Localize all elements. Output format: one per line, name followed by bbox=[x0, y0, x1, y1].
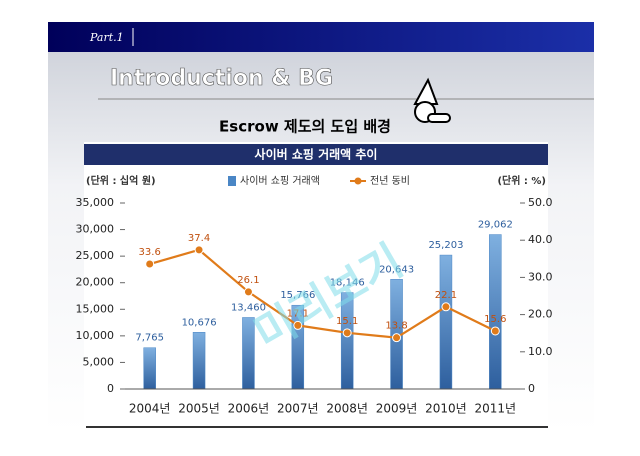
bar-value-label: 15,766 bbox=[280, 290, 315, 301]
x-tick-label: 2006년 bbox=[228, 402, 270, 416]
line-value-label: 22.1 bbox=[435, 290, 457, 301]
line-value-label: 17.1 bbox=[287, 308, 309, 319]
y-axis-label: (단위 : 십억 원) bbox=[86, 174, 156, 187]
y-tick-label: 35,000 bbox=[76, 196, 115, 209]
y2-axis-label: (단위 : %) bbox=[497, 174, 546, 187]
bar-value-label: 7,765 bbox=[135, 333, 164, 344]
line bbox=[149, 248, 496, 339]
bar-value-label: 10,676 bbox=[182, 317, 217, 328]
bar-value-label: 25,203 bbox=[428, 240, 463, 251]
y2-tick-label: 30.0 bbox=[528, 270, 553, 283]
y2-tick-label: 10.0 bbox=[528, 345, 553, 358]
y-tick-label: 10,000 bbox=[76, 329, 115, 342]
y-tick-label: 0 bbox=[107, 382, 114, 395]
x-tick-label: 2008년 bbox=[326, 402, 368, 416]
bar bbox=[143, 347, 156, 390]
y2-tick-label: 0 bbox=[528, 382, 535, 395]
line-point bbox=[342, 328, 352, 338]
x-tick-label: 2005년 bbox=[178, 402, 220, 416]
line-point bbox=[194, 245, 204, 255]
bar-value-label: 20,643 bbox=[379, 264, 414, 275]
x-tick-label: 2010년 bbox=[425, 402, 467, 416]
line-value-label: 15.1 bbox=[336, 316, 358, 327]
y-tick-label: 5,000 bbox=[83, 355, 115, 368]
line-value-label: 37.4 bbox=[188, 233, 210, 244]
y-tick-label: 15,000 bbox=[76, 302, 115, 315]
bar-value-label: 13,460 bbox=[231, 302, 266, 313]
line-point bbox=[293, 320, 303, 330]
legend-swatch bbox=[228, 176, 236, 186]
line-point bbox=[145, 259, 155, 269]
legend-label: 전년 동비 bbox=[370, 175, 410, 187]
x-tick-label: 2004년 bbox=[129, 402, 171, 416]
line-point bbox=[243, 287, 253, 297]
line-value-label: 26.1 bbox=[237, 275, 259, 286]
line-value-label: 13.8 bbox=[385, 321, 407, 332]
x-tick-label: 2011년 bbox=[475, 402, 517, 416]
header-bar bbox=[48, 22, 594, 52]
bar-value-label: 29,062 bbox=[478, 220, 513, 231]
bar-value-label: 18,146 bbox=[330, 278, 365, 289]
legend-swatch bbox=[354, 177, 362, 185]
x-tick-label: 2009년 bbox=[376, 402, 418, 416]
legend-label: 사이버 쇼핑 거래액 bbox=[240, 175, 320, 187]
chart-panel bbox=[84, 142, 548, 430]
chart-title-bar bbox=[84, 144, 548, 165]
line-value-label: 33.6 bbox=[139, 247, 161, 258]
bar bbox=[192, 332, 206, 390]
y2-tick-label: 40.0 bbox=[528, 233, 553, 246]
part-label: Part.1 bbox=[89, 31, 124, 44]
y-tick-label: 30,000 bbox=[76, 223, 115, 236]
chart-title: 사이버 쇼핑 거래액 추이 bbox=[255, 147, 378, 162]
y2-tick-label: 50.0 bbox=[528, 196, 553, 209]
bar bbox=[439, 254, 453, 390]
line-value-label: 15.6 bbox=[484, 314, 506, 325]
slide-title: Introduction & BG bbox=[110, 66, 333, 91]
line-point bbox=[392, 333, 402, 343]
mascot bbox=[413, 77, 451, 123]
y-tick-label: 20,000 bbox=[76, 276, 115, 289]
line-point bbox=[441, 302, 451, 312]
bar bbox=[489, 234, 502, 390]
line-point bbox=[490, 326, 500, 336]
y-tick-label: 25,000 bbox=[76, 249, 115, 262]
slide-subtitle: Escrow 제도의 도입 배경 bbox=[219, 118, 391, 136]
y2-tick-label: 20.0 bbox=[528, 308, 553, 321]
x-tick-label: 2007년 bbox=[277, 402, 319, 416]
plot: 0 5,000 10,000 15,000 20,000 25,000 30,000 35,0… bbox=[76, 175, 553, 416]
